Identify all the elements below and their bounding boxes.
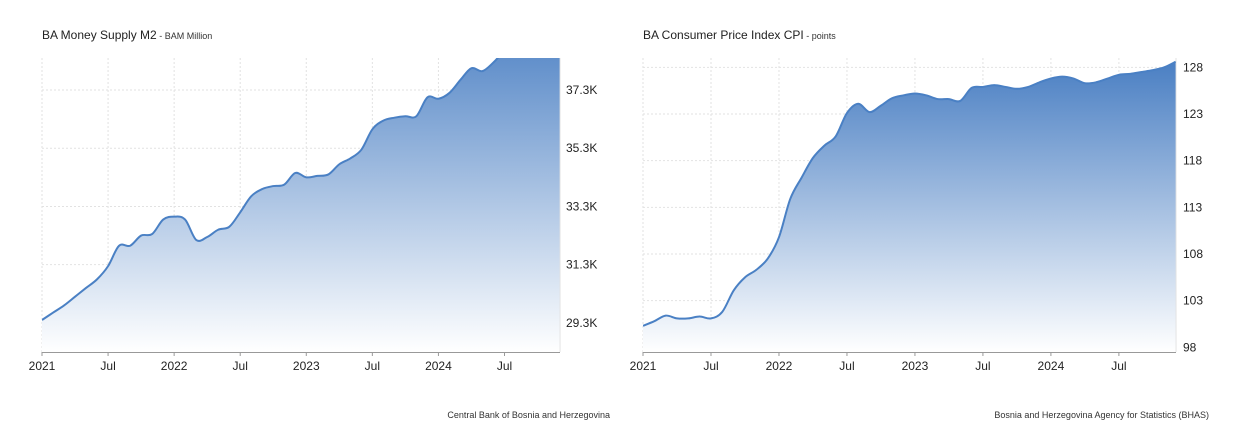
x-tick-label: Jul <box>497 359 512 373</box>
y-tick-label: 103 <box>1183 294 1203 308</box>
x-tick-label: 2023 <box>293 359 320 373</box>
x-tick-label: Jul <box>839 359 854 373</box>
series-group <box>42 58 560 352</box>
series-line <box>42 58 500 321</box>
series-line <box>643 60 1176 327</box>
title-text: BA Consumer Price Index CPI <box>643 28 804 42</box>
x-tick-label: Jul <box>703 359 718 373</box>
y-tick-label: 113 <box>1183 200 1202 214</box>
x-tick-label: 2021 <box>630 359 657 373</box>
x-tick-label: 2022 <box>766 359 793 373</box>
chart-title-cpi: BA Consumer Price Index CPI - points <box>643 28 836 42</box>
area-fill <box>643 61 1176 352</box>
y-tick-label: 118 <box>1183 154 1202 168</box>
x-tick-label: Jul <box>1111 359 1126 373</box>
title-unit: - BAM Million <box>156 31 213 41</box>
y-tick-label: 37.3K <box>566 83 597 97</box>
x-tick-label: Jul <box>975 359 990 373</box>
y-tick-label: 33.3K <box>566 199 597 213</box>
money-supply-chart: 2021 Jul 2022 Jul 2023 Jul 2024 Jul 29.3K 31.3K 33… <box>29 58 597 373</box>
x-tick-label: 2023 <box>902 359 929 373</box>
x-tick-label: Jul <box>365 359 380 373</box>
title-text: BA Money Supply M2 <box>42 28 157 42</box>
y-tick-label: 35.3K <box>566 141 597 155</box>
chart-title-money-supply: BA Money Supply M2 - BAM Million <box>42 28 212 42</box>
title-unit: - points <box>803 31 836 41</box>
y-tick-label: 128 <box>1183 60 1203 74</box>
x-tick-label: 2022 <box>161 359 188 373</box>
series-group <box>643 60 1176 352</box>
y-tick-label: 98 <box>1183 340 1197 354</box>
x-tick-label: 2024 <box>1038 359 1065 373</box>
x-tick-label: Jul <box>233 359 248 373</box>
source-note-cpi: Bosnia and Herzegovina Agency for Statis… <box>994 410 1209 420</box>
x-tick-label: Jul <box>100 359 115 373</box>
x-tick-label: 2021 <box>29 359 56 373</box>
area-fill <box>42 58 560 352</box>
y-tick-label: 31.3K <box>566 258 597 272</box>
y-tick-label: 123 <box>1183 107 1203 121</box>
y-tick-label: 29.3K <box>566 316 597 330</box>
x-tick-label: 2024 <box>425 359 452 373</box>
source-note-money-supply: Central Bank of Bosnia and Herzegovina <box>447 410 610 420</box>
y-tick-label: 108 <box>1183 247 1203 261</box>
